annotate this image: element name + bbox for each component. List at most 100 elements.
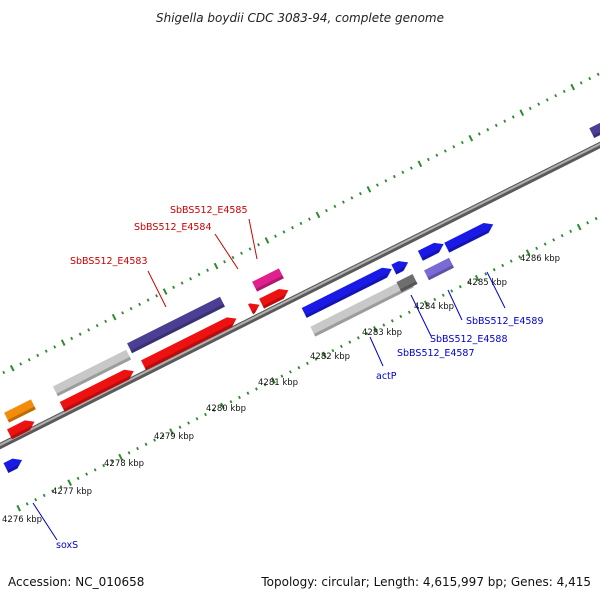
- tick-mark: [180, 281, 184, 285]
- tick-mark: [407, 310, 411, 314]
- tick-mark: [562, 89, 566, 94]
- tick-mark: [494, 123, 498, 128]
- tick-mark: [356, 336, 360, 340]
- tick-mark: [484, 272, 488, 276]
- tick-mark: [76, 476, 80, 481]
- tick-mark: [153, 438, 156, 442]
- tick-mark: [331, 348, 335, 353]
- tick-mark: [586, 221, 590, 225]
- tick-mark: [60, 339, 66, 346]
- genome-summary-text: Topology: circular; Length: 4,615,997 bp…: [260, 575, 591, 589]
- kbp-label: 4279 kbp: [154, 432, 194, 442]
- tick-mark: [2, 370, 6, 375]
- tick-mark: [19, 362, 23, 366]
- tick-mark: [348, 340, 352, 344]
- gene-label-actP: actP: [376, 371, 397, 382]
- tick-mark: [503, 119, 507, 123]
- tick-mark: [213, 262, 219, 270]
- tick-mark: [78, 332, 82, 336]
- tick-mark: [16, 504, 22, 512]
- tick-mark: [333, 204, 337, 209]
- tick-mark: [9, 364, 15, 372]
- tick-mark: [339, 344, 343, 349]
- tick-mark: [299, 221, 303, 226]
- gene-darkgray: [396, 274, 418, 292]
- tick-mark: [121, 311, 125, 315]
- tick-mark: [127, 451, 131, 455]
- gene-red-small: [248, 303, 260, 315]
- tick-mark: [314, 357, 318, 361]
- tick-mark: [570, 83, 576, 91]
- tick-mark: [220, 402, 225, 410]
- tick-mark: [187, 421, 190, 425]
- tick-mark: [382, 323, 386, 327]
- tick-mark: [189, 277, 193, 281]
- tick-mark: [477, 132, 481, 136]
- kbp-label: 4286 kbp: [520, 254, 560, 264]
- kbp-label: 4276 kbp: [2, 515, 42, 525]
- tick-mark: [263, 383, 267, 387]
- tick-mark: [528, 106, 532, 111]
- gene-blue-small: [391, 261, 409, 275]
- tick-mark: [373, 325, 378, 333]
- gene-label-SbBS512_E4588: SbBS512_E4588: [430, 334, 508, 345]
- gene-label-SbBS512_E4589: SbBS512_E4589: [466, 316, 544, 327]
- tick-mark: [162, 288, 168, 295]
- tick-mark: [111, 313, 117, 321]
- gene-lavender: [424, 257, 454, 281]
- tick-mark: [552, 238, 556, 242]
- reverse-gene-labels: soxS actP SbBS512_E4587 SbBS512_E4588 Sb…: [32, 271, 544, 551]
- gene-blue-soxS: [3, 458, 23, 473]
- tick-mark: [51, 489, 55, 493]
- gene-red-c: [141, 317, 237, 371]
- tick-mark: [486, 128, 490, 132]
- tick-mark: [53, 345, 57, 349]
- tick-mark: [282, 230, 286, 234]
- gene-red-a: [7, 420, 35, 440]
- tick-mark: [443, 149, 447, 153]
- tick-mark: [325, 208, 328, 213]
- tick-mark: [315, 211, 321, 219]
- tick-mark: [238, 395, 241, 400]
- tick-mark: [95, 323, 99, 328]
- tick-mark: [102, 463, 106, 468]
- tick-mark: [271, 377, 276, 384]
- gene-features: [3, 121, 600, 473]
- tick-mark: [257, 243, 260, 247]
- tick-mark: [511, 115, 515, 119]
- tick-mark: [509, 259, 513, 263]
- tick-mark: [155, 294, 159, 298]
- tick-mark: [246, 391, 250, 395]
- tick-marks: [2, 72, 600, 512]
- gene-blue-actP-neighbor: [301, 267, 392, 318]
- gene-label-SbBS512_E4584: SbBS512_E4584: [134, 222, 212, 233]
- tick-mark: [341, 200, 345, 204]
- gene-orange: [4, 399, 36, 423]
- tick-mark: [204, 412, 207, 417]
- gene-blue-b: [417, 242, 444, 261]
- tick-mark: [399, 314, 403, 319]
- gene-red-d: [259, 288, 289, 309]
- gene-label-soxS: soxS: [56, 540, 78, 551]
- kbp-label: 4283 kbp: [362, 328, 402, 338]
- tick-mark: [433, 297, 437, 302]
- tick-mark: [458, 285, 462, 289]
- tick-mark: [519, 109, 525, 116]
- kbp-label: 4280 kbp: [206, 404, 246, 414]
- tick-mark: [229, 400, 233, 404]
- tick-mark: [435, 153, 439, 157]
- tick-mark: [144, 442, 148, 446]
- gene-label-SbBS512_E4585: SbBS512_E4585: [170, 205, 248, 216]
- tick-mark: [537, 102, 541, 106]
- genome-backbone-highlight: [0, 142, 600, 447]
- tick-mark: [231, 255, 235, 260]
- tick-mark: [358, 191, 362, 196]
- tick-mark: [501, 263, 505, 268]
- tick-mark: [569, 229, 573, 233]
- kbp-label: 4277 kbp: [52, 487, 92, 497]
- gene-gray-a: [52, 349, 132, 397]
- tick-mark: [67, 479, 72, 486]
- tick-mark: [518, 255, 522, 259]
- tick-mark: [545, 98, 549, 102]
- kbp-label: 4281 kbp: [258, 378, 298, 388]
